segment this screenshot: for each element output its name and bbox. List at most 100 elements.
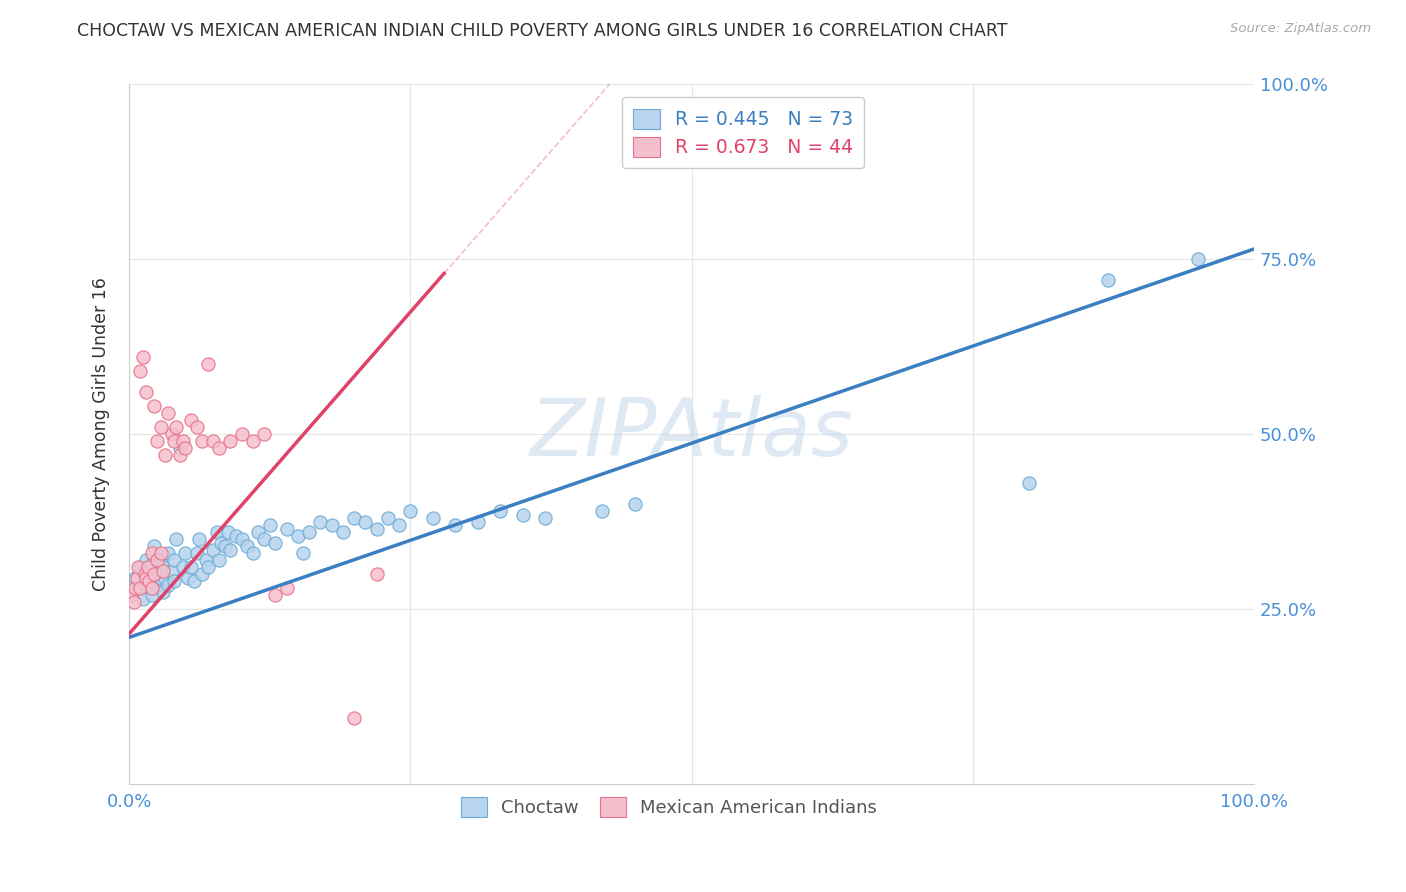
Point xyxy=(174,546,197,560)
Point xyxy=(205,525,228,540)
Point xyxy=(142,400,165,414)
Point xyxy=(160,427,183,442)
Point xyxy=(127,582,149,596)
Point xyxy=(129,582,152,596)
Point xyxy=(157,578,180,592)
Point xyxy=(208,553,231,567)
Point xyxy=(172,434,194,449)
Point xyxy=(366,522,388,536)
Point xyxy=(165,420,187,434)
Point xyxy=(197,560,219,574)
Point xyxy=(354,515,377,529)
Text: Source: ZipAtlas.com: Source: ZipAtlas.com xyxy=(1230,22,1371,36)
Point xyxy=(122,595,145,609)
Point xyxy=(399,504,422,518)
Point xyxy=(183,574,205,589)
Point xyxy=(276,522,298,536)
Legend: Choctaw, Mexican American Indians: Choctaw, Mexican American Indians xyxy=(454,790,884,824)
Point xyxy=(467,515,489,529)
Point xyxy=(134,567,156,582)
Point xyxy=(287,529,309,543)
Point xyxy=(247,525,270,540)
Point xyxy=(157,546,180,560)
Point xyxy=(259,518,281,533)
Point xyxy=(165,533,187,547)
Point xyxy=(131,351,153,365)
Point xyxy=(136,560,159,574)
Point xyxy=(1018,476,1040,491)
Point xyxy=(186,420,208,434)
Point xyxy=(153,571,176,585)
Point xyxy=(1187,252,1209,267)
Point xyxy=(1097,273,1119,287)
Point xyxy=(135,553,157,567)
Point xyxy=(276,582,298,596)
Point xyxy=(231,427,253,442)
Point xyxy=(624,498,647,512)
Point xyxy=(214,540,236,554)
Point xyxy=(135,571,157,585)
Point xyxy=(149,546,172,560)
Point xyxy=(180,413,202,427)
Point xyxy=(388,518,411,533)
Point xyxy=(131,591,153,606)
Point xyxy=(377,511,399,525)
Point xyxy=(135,385,157,400)
Point xyxy=(202,434,225,449)
Point xyxy=(141,589,163,603)
Point xyxy=(253,533,276,547)
Point xyxy=(138,571,160,585)
Point xyxy=(208,442,231,456)
Point xyxy=(146,578,169,592)
Point xyxy=(127,560,149,574)
Point xyxy=(219,434,242,449)
Text: ZIPAtlas: ZIPAtlas xyxy=(530,395,853,474)
Point xyxy=(191,567,214,582)
Point xyxy=(129,364,152,378)
Point xyxy=(422,511,444,525)
Point xyxy=(366,567,388,582)
Point xyxy=(180,560,202,574)
Point xyxy=(160,564,183,578)
Y-axis label: Child Poverty Among Girls Under 16: Child Poverty Among Girls Under 16 xyxy=(93,277,110,591)
Point xyxy=(129,560,152,574)
Point xyxy=(209,536,232,550)
Point xyxy=(191,434,214,449)
Point xyxy=(125,571,148,585)
Point xyxy=(163,553,186,567)
Point xyxy=(343,711,366,725)
Point xyxy=(242,434,264,449)
Point xyxy=(343,511,366,525)
Point xyxy=(321,518,343,533)
Point xyxy=(172,560,194,574)
Point xyxy=(264,536,287,550)
Point xyxy=(142,567,165,582)
Point xyxy=(152,585,174,599)
Point xyxy=(146,434,169,449)
Point xyxy=(194,553,217,567)
Point xyxy=(152,564,174,578)
Point xyxy=(197,358,219,372)
Point xyxy=(141,582,163,596)
Point xyxy=(141,546,163,560)
Point xyxy=(332,525,354,540)
Point xyxy=(149,420,172,434)
Point xyxy=(236,540,259,554)
Point xyxy=(142,540,165,554)
Point xyxy=(124,571,146,585)
Point xyxy=(534,511,557,525)
Point xyxy=(138,574,160,589)
Point xyxy=(152,560,174,574)
Point xyxy=(149,553,172,567)
Point xyxy=(231,533,253,547)
Point xyxy=(202,543,225,558)
Point xyxy=(146,564,169,578)
Point xyxy=(163,434,186,449)
Point xyxy=(253,427,276,442)
Point xyxy=(444,518,467,533)
Point xyxy=(264,589,287,603)
Point xyxy=(242,546,264,560)
Point xyxy=(169,442,191,456)
Point xyxy=(141,557,163,571)
Point xyxy=(146,553,169,567)
